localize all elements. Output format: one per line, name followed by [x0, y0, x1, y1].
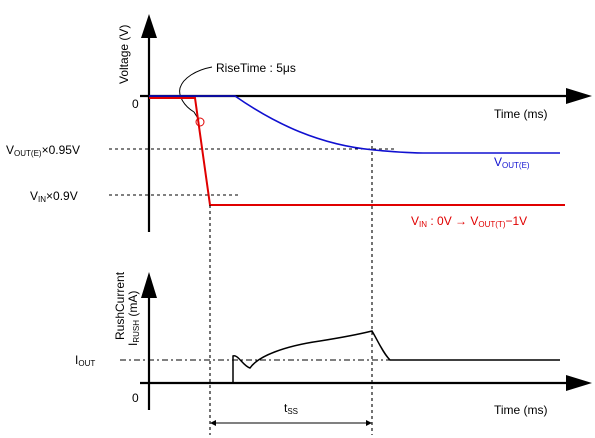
- top-plot: Voltage (V) Time (ms) 0 RiseTime : 5μs V…: [6, 14, 592, 232]
- tss-label: tSS: [284, 401, 298, 416]
- vin-curve-label: VIN : 0V → VOUT(T)−1V: [411, 214, 527, 229]
- bottom-time-axis-arrow: [566, 375, 592, 391]
- rise-time-label: RiseTime : 5μs: [216, 61, 296, 75]
- rise-time-marker: [195, 117, 205, 127]
- top-zero-label: 0: [132, 97, 139, 111]
- bottom-time-axis-label: Time (ms): [494, 403, 548, 417]
- bottom-plot: RushCurrent IRUSH (mA) Time (ms) 0 IOUT …: [75, 271, 592, 426]
- voltage-axis-arrow: [141, 14, 157, 38]
- vin-09-label: VIN×0.9V: [30, 189, 78, 204]
- vout-curve: [149, 95, 560, 154]
- current-axis-arrow: [141, 272, 157, 298]
- current-axis-label-line2: IRUSH (mA): [126, 291, 141, 346]
- vout-095-label: VOUT(E)×0.95V: [6, 143, 80, 158]
- vout-curve-label: VOUT(E): [494, 155, 530, 170]
- bottom-zero-label: 0: [132, 391, 139, 405]
- current-axis-label-line1: RushCurrent: [113, 271, 127, 340]
- iout-label: IOUT: [75, 353, 95, 368]
- top-time-axis-label: Time (ms): [494, 107, 548, 121]
- voltage-axis-label: Voltage (V): [117, 25, 131, 84]
- top-time-axis-arrow: [566, 88, 592, 104]
- rise-time-leader: [179, 66, 213, 121]
- vin-curve: [149, 97, 565, 206]
- rush-current-curve: [232, 330, 560, 383]
